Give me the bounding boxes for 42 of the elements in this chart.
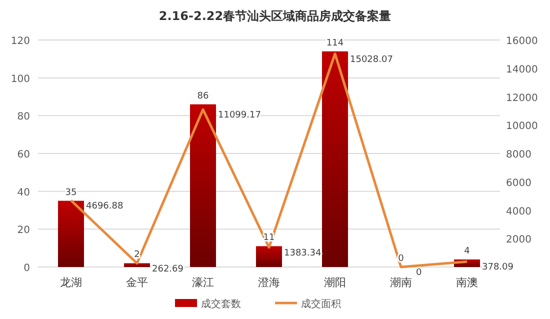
x-tick-label: 潮南 bbox=[390, 276, 412, 289]
y-tick-label: 0 bbox=[24, 263, 30, 274]
y-tick-label: 100 bbox=[10, 74, 30, 85]
y-tick-label: 80 bbox=[17, 112, 30, 123]
data-label: 86 bbox=[197, 91, 209, 102]
data-label: 114 bbox=[326, 38, 344, 48]
x-tick-label: 濠江 bbox=[192, 276, 214, 289]
data-label: 0 bbox=[416, 268, 422, 278]
data-label: 262.69 bbox=[152, 264, 184, 274]
x-tick-label: 南澳 bbox=[456, 276, 478, 289]
legend-label: 成交面积 bbox=[301, 298, 341, 310]
legend-label: 成交套数 bbox=[201, 298, 241, 310]
y2-tick-label: 2000 bbox=[506, 234, 532, 246]
bar bbox=[124, 263, 150, 267]
y2-tick-label: 10000 bbox=[506, 121, 538, 132]
x-tick-label: 龙湖 bbox=[60, 276, 82, 289]
y-tick-label: 40 bbox=[17, 187, 30, 198]
bar bbox=[190, 104, 216, 267]
data-label: 4696.88 bbox=[86, 201, 124, 212]
bar bbox=[256, 246, 282, 267]
y-tick-label: 60 bbox=[17, 150, 30, 160]
data-label: 4 bbox=[464, 246, 470, 256]
y2-tick-label: 8000 bbox=[506, 150, 532, 160]
x-tick-label: 澄海 bbox=[258, 276, 280, 289]
x-tick-label: 潮阳 bbox=[324, 276, 346, 289]
data-label: 11099.17 bbox=[218, 110, 261, 121]
data-label: 1383.34 bbox=[284, 248, 322, 258]
y2-tick-label: 16000 bbox=[506, 36, 538, 47]
y2-tick-label: 6000 bbox=[506, 178, 532, 189]
chart-title: 2.16-2.22春节汕头区域商品房成交备案量 bbox=[158, 9, 392, 23]
bar bbox=[58, 200, 84, 267]
y-tick-label: 20 bbox=[17, 225, 30, 236]
y2-tick-label: 4000 bbox=[506, 206, 532, 218]
y2-tick-label: 12000 bbox=[506, 92, 538, 104]
y-tick-label: 120 bbox=[10, 36, 30, 47]
data-label: 378.09 bbox=[482, 262, 514, 273]
data-label: 2 bbox=[134, 250, 140, 260]
data-label: 35 bbox=[65, 188, 77, 198]
data-label: 15028.07 bbox=[350, 54, 393, 65]
bar bbox=[322, 51, 348, 267]
x-tick-label: 金平 bbox=[126, 276, 148, 289]
y2-tick-label: 14000 bbox=[506, 64, 538, 76]
